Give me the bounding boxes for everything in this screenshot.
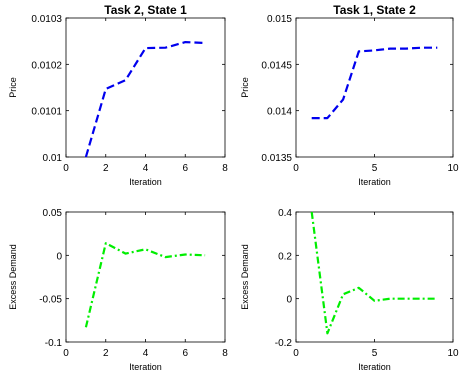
y-tick-label: 0.015: [267, 14, 292, 25]
x-tick-label: 0: [293, 348, 299, 359]
x-tick-label: 6: [182, 163, 188, 174]
y-tick-label: 0.0102: [31, 60, 62, 71]
x-tick-label: 8: [222, 348, 228, 359]
x-tick-label: 2: [103, 163, 109, 174]
y-tick-label: 0: [286, 295, 292, 306]
y-tick-label: 0.0135: [261, 153, 292, 164]
y-tick-label: 0.0101: [31, 107, 62, 118]
y-tick-label: 0.01: [43, 153, 63, 164]
x-tick-label: 0: [293, 163, 299, 174]
x-tick-label: 2: [103, 348, 109, 359]
series-line: [311, 46, 438, 120]
y-axis-label: Price: [8, 77, 18, 98]
x-tick-label: 4: [143, 348, 149, 359]
subplot-task2-state1-price: 0 2 4 6 8 0.01 0.0101 0.0102 0.0103 Task 2, State…: [8, 3, 228, 187]
x-axis-label: Iteration: [358, 362, 391, 372]
axes-frame: [295, 17, 454, 158]
y-tick-label: 0.014: [267, 107, 292, 118]
subplot-task2-state1-excess-demand: 0 2 4 6 8 -0.1 -0.05 0 0.05 Iteration Excess Deman…: [8, 208, 228, 372]
x-tick-label: 0: [63, 348, 69, 359]
x-axis-label: Iteration: [129, 177, 162, 187]
x-tick-label: 5: [372, 163, 378, 174]
y-tick-label: 0.0145: [261, 60, 292, 71]
x-tick-label: 6: [182, 348, 188, 359]
axes-frame: [65, 17, 226, 158]
x-tick-label: 5: [372, 348, 378, 359]
y-tick-label: 0.0103: [31, 14, 62, 25]
y-tick-label: 0.4: [278, 208, 292, 219]
series-line: [84, 40, 206, 158]
y-tick-label: -0.1: [45, 338, 63, 349]
x-axis-label: Iteration: [129, 362, 162, 372]
y-tick-label: -0.05: [39, 295, 62, 306]
axes-frame: [65, 211, 226, 343]
x-tick-label: 10: [447, 163, 459, 174]
x-tick-label: 10: [447, 348, 459, 359]
y-axis-label: Excess Demand: [8, 244, 18, 310]
x-tick-label: 4: [143, 163, 149, 174]
x-tick-label: 0: [63, 163, 69, 174]
y-tick-label: -0.2: [275, 338, 293, 349]
x-axis-label: Iteration: [358, 177, 391, 187]
subplot-task1-state2-price: 0 5 10 0.0135 0.014 0.0145 0.015 Task 1, State …: [240, 3, 459, 187]
y-tick-label: 0: [56, 251, 62, 262]
series-line: [310, 211, 438, 335]
series-line: [84, 242, 206, 328]
chart-title: Task 2, State 1: [104, 3, 187, 17]
y-tick-label: 0.2: [278, 251, 292, 262]
y-axis-label: Excess Demand: [240, 244, 250, 310]
chart-title: Task 1, State 2: [333, 3, 416, 17]
y-tick-label: 0.05: [43, 208, 63, 219]
x-tick-label: 8: [222, 163, 228, 174]
y-axis-label: Price: [240, 77, 250, 98]
